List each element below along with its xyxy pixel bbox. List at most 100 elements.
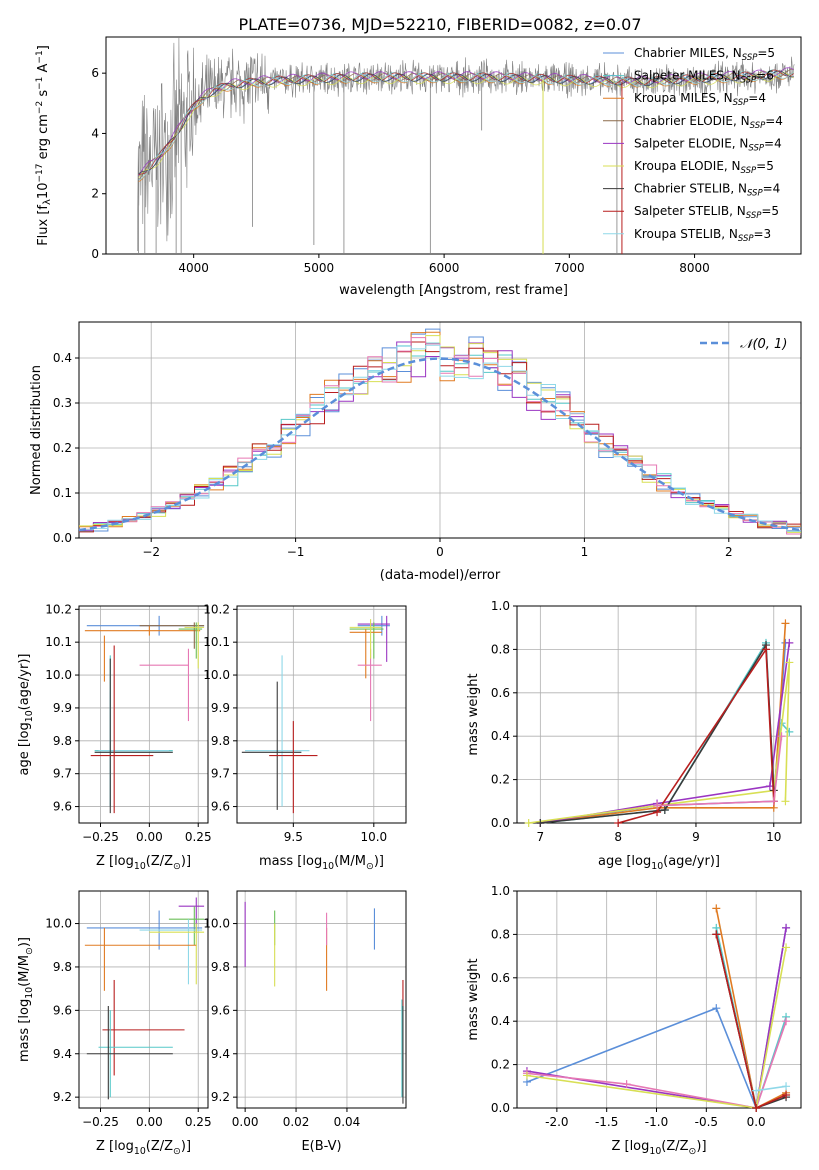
y-tick-label: 0.8 bbox=[491, 642, 510, 656]
model-spectrum bbox=[138, 70, 794, 175]
y-tick-label: 6 bbox=[91, 66, 99, 80]
legend-tail: =5 bbox=[761, 204, 779, 218]
y-tick-label: 9.8 bbox=[53, 960, 72, 974]
x-tick-label: 9.5 bbox=[284, 830, 303, 844]
legend-tail: =4 bbox=[748, 91, 766, 105]
legend-label: Kroupa MILES, N bbox=[634, 91, 733, 105]
model-spectrum bbox=[138, 69, 794, 175]
plot-frame bbox=[516, 605, 802, 824]
x-axis-label-part: 10 bbox=[649, 1146, 661, 1157]
legend-entry: Kroupa MILES, NSSP=4 bbox=[634, 91, 766, 108]
y-tick-label: 9.9 bbox=[53, 701, 72, 715]
histogram-steps bbox=[79, 344, 801, 532]
plot-frame bbox=[78, 605, 209, 824]
weight-marker bbox=[752, 1086, 761, 1095]
legend-label: Chabrier MILES, N bbox=[634, 46, 742, 60]
y-tick-label: 9.7 bbox=[53, 767, 72, 781]
x-tick-label: −0.25 bbox=[82, 1115, 119, 1129]
y-tick-label: 0.2 bbox=[491, 1058, 510, 1072]
y-tick-label: 4 bbox=[91, 126, 99, 140]
y-axis-label-part: mass [log bbox=[17, 999, 32, 1062]
weight-marker bbox=[782, 1017, 791, 1026]
y-tick-label: 1.0 bbox=[491, 599, 510, 613]
weight-marker bbox=[660, 805, 669, 814]
model-spectrum bbox=[138, 71, 794, 181]
weight-marker bbox=[536, 819, 545, 827]
x-tick-label: 7000 bbox=[554, 261, 585, 275]
weight-marker bbox=[785, 658, 794, 667]
weight-marker bbox=[782, 1082, 791, 1091]
y-tick-label: 10.2 bbox=[203, 602, 230, 616]
y-axis-label-part: Flux [f bbox=[36, 205, 51, 246]
legend-entry: Chabrier MILES, NSSP=5 bbox=[634, 46, 775, 63]
legend-sub: SSP bbox=[748, 143, 764, 153]
x-tick-label: −0.25 bbox=[82, 830, 119, 844]
model-spectrum bbox=[138, 72, 794, 178]
x-axis-label-part: )] bbox=[374, 854, 384, 869]
weight-series bbox=[657, 736, 783, 807]
x-axis-label-part: (Z/Z bbox=[661, 1139, 688, 1154]
legend-label: Salpeter MILES, N bbox=[634, 69, 741, 83]
legend-entry: Kroupa ELODIE, NSSP=5 bbox=[634, 159, 774, 176]
y-axis-label-part: ⊙ bbox=[24, 947, 35, 955]
x-axis-label-part: Z [log bbox=[611, 1139, 649, 1154]
y-axis-label-part: −1 bbox=[35, 77, 45, 90]
y-tick-label: 10.0 bbox=[45, 668, 72, 682]
x-axis-label-part: (Z/Z bbox=[146, 1139, 173, 1154]
x-tick-label: 8000 bbox=[679, 261, 710, 275]
x-axis-label: mass [log10(M/M⊙)] bbox=[259, 854, 384, 872]
weight-series bbox=[756, 1085, 787, 1092]
x-axis-label-part: (M/M bbox=[334, 854, 366, 869]
y-tick-label: 9.6 bbox=[53, 1003, 72, 1017]
y-axis-label-part: 10 bbox=[24, 710, 35, 722]
y-tick-label: 10.1 bbox=[45, 635, 72, 649]
histogram-steps bbox=[79, 335, 801, 533]
y-tick-label: 9.6 bbox=[211, 800, 230, 814]
weight-series bbox=[540, 642, 775, 824]
x-axis-label-part: (age/yr)] bbox=[663, 854, 720, 869]
y-tick-label: 9.6 bbox=[211, 1003, 230, 1017]
weight-marker bbox=[782, 923, 791, 932]
legend-sub: SSP bbox=[738, 234, 754, 244]
y-tick-label: 0.4 bbox=[491, 729, 510, 743]
x-axis-label-part: )] bbox=[696, 1139, 706, 1154]
x-tick-label: 0.02 bbox=[283, 1115, 310, 1129]
plot-frame bbox=[105, 36, 802, 255]
legend-label: Salpeter STELIB, N bbox=[634, 204, 746, 218]
y-axis-label-part: (M/M bbox=[17, 955, 32, 987]
x-axis-label: wavelength [Angstrom, rest frame] bbox=[339, 283, 568, 298]
legend-entry: Salpeter ELODIE, NSSP=4 bbox=[634, 136, 782, 153]
weight-marker bbox=[781, 619, 790, 628]
legend-tail: =4 bbox=[763, 182, 781, 196]
y-tick-label: 9.4 bbox=[211, 1047, 230, 1061]
x-tick-label: -1.0 bbox=[645, 1115, 668, 1129]
weight-series bbox=[617, 646, 775, 824]
y-tick-label: 0.1 bbox=[53, 486, 72, 500]
weight-marker bbox=[752, 1104, 761, 1112]
x-axis-label-part: 10 bbox=[651, 861, 663, 872]
y-axis-label-part: s bbox=[36, 90, 51, 101]
x-axis-label-part: (Z/Z bbox=[146, 854, 173, 869]
x-tick-label: 0.25 bbox=[185, 830, 212, 844]
x-tick-label: −1 bbox=[287, 545, 305, 559]
legend-label: Kroupa STELIB, N bbox=[634, 227, 738, 241]
x-tick-label: 0.00 bbox=[136, 830, 163, 844]
legend-tail: =5 bbox=[756, 159, 774, 173]
legend-entry: Chabrier ELODIE, NSSP=4 bbox=[634, 114, 783, 131]
x-tick-label: 0 bbox=[436, 545, 444, 559]
x-axis-label: Z [log10(Z/Z⊙)] bbox=[96, 1139, 191, 1157]
model-spectrum bbox=[138, 70, 794, 175]
weight-marker bbox=[622, 1080, 631, 1089]
y-axis-label-part: )] bbox=[17, 937, 32, 947]
plot-frame bbox=[516, 890, 802, 1109]
x-axis-label: E(B-V) bbox=[301, 1139, 341, 1154]
y-axis-label-part: age [log bbox=[17, 722, 32, 775]
x-tick-label: 0.0 bbox=[747, 1115, 766, 1129]
x-tick-label: 10 bbox=[766, 830, 781, 844]
y-tick-label: 9.2 bbox=[211, 1090, 230, 1104]
y-axis-label-part: −1 bbox=[35, 50, 45, 63]
y-axis-label-part: λ bbox=[42, 199, 53, 205]
weight-series bbox=[526, 1020, 787, 1109]
weight-marker bbox=[769, 797, 778, 806]
